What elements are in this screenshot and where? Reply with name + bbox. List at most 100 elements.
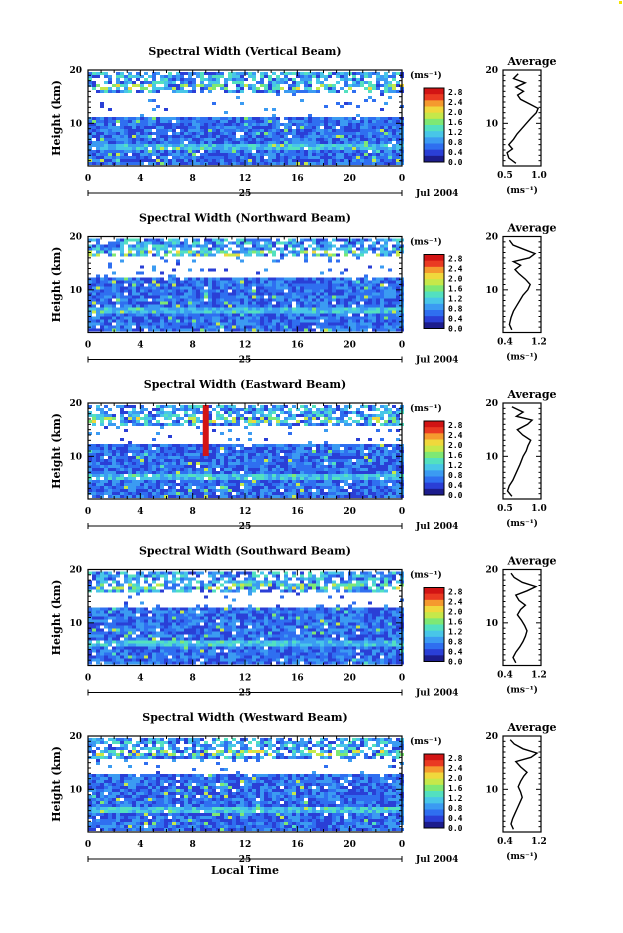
heatmap-cell <box>240 468 244 471</box>
heatmap-cell <box>184 123 188 126</box>
heatmap-cell <box>148 420 152 423</box>
heatmap-cell <box>352 420 356 423</box>
heatmap-cell <box>196 299 200 302</box>
heatmap-cell <box>164 123 168 126</box>
heatmap-cell <box>356 257 360 260</box>
heatmap-cell <box>184 293 188 296</box>
heatmap-cell <box>208 123 212 126</box>
heatmap-cell <box>128 129 132 132</box>
heatmap-cell <box>120 299 124 302</box>
heatmap-cell <box>156 117 160 120</box>
heatmap-cell <box>212 129 216 132</box>
heatmap-cell <box>140 81 144 84</box>
heatmap-cell <box>124 81 128 84</box>
heatmap-cell <box>308 117 312 120</box>
heatmap-cell <box>144 314 148 317</box>
heatmap-cell <box>352 117 356 120</box>
heatmap-cell <box>328 287 332 290</box>
heatmap-cell <box>96 296 100 299</box>
heatmap-cell <box>152 90 156 93</box>
heatmap-cell <box>392 420 396 423</box>
heatmap-cell <box>344 239 348 242</box>
heatmap-cell <box>312 459 316 462</box>
heatmap-cell <box>140 141 144 144</box>
heatmap-cell <box>236 302 240 305</box>
heatmap-cell <box>264 269 268 272</box>
heatmap-cell <box>148 471 152 474</box>
heatmap-cell <box>200 153 204 156</box>
heatmap-cell <box>388 326 392 329</box>
heatmap-cell <box>164 284 168 287</box>
heatmap-cell <box>280 411 284 414</box>
heatmap-cell <box>344 102 348 105</box>
colorbar-tick-label: 1.2 <box>448 128 463 137</box>
heatmap-cell <box>308 323 312 326</box>
heatmap-cell <box>392 423 396 426</box>
heatmap-cell <box>212 102 216 105</box>
heatmap-cell <box>272 453 276 456</box>
heatmap-cell <box>272 305 276 308</box>
heatmap-cell <box>152 108 156 111</box>
heatmap-cell <box>140 453 144 456</box>
heatmap-cell <box>124 153 128 156</box>
heatmap-cell <box>276 326 280 329</box>
heatmap-cell <box>216 308 220 311</box>
heatmap-cell <box>316 305 320 308</box>
heatmap-cell <box>132 156 136 159</box>
heatmap-cell <box>320 296 324 299</box>
heatmap-cell <box>376 254 380 257</box>
heatmap-cell <box>136 117 140 120</box>
colorbar-unit: (ms⁻¹) <box>410 70 442 81</box>
heatmap-cell <box>264 462 268 465</box>
heatmap-cell <box>212 162 216 165</box>
heatmap-cell <box>256 450 260 453</box>
heatmap-cell <box>220 408 224 411</box>
heatmap-cell <box>172 411 176 414</box>
heatmap-cell <box>112 132 116 135</box>
heatmap-cell <box>384 453 388 456</box>
heatmap-cell <box>176 447 180 450</box>
heatmap-cell <box>224 296 228 299</box>
heatmap-cell <box>212 153 216 156</box>
heatmap-cell <box>160 423 164 426</box>
heatmap-cell <box>340 138 344 141</box>
heatmap-cell <box>268 150 272 153</box>
heatmap-cell <box>324 105 328 108</box>
heatmap-cell <box>392 317 396 320</box>
heatmap-cell <box>324 147 328 150</box>
heatmap-cell <box>376 123 380 126</box>
heatmap-cell <box>256 417 260 420</box>
heatmap-cell <box>108 311 112 314</box>
heatmap-cell <box>172 254 176 257</box>
heatmap-cell <box>160 290 164 293</box>
heatmap-cell <box>356 141 360 144</box>
heatmap-cell <box>340 302 344 305</box>
heatmap-cell <box>356 281 360 284</box>
heatmap-cell <box>160 456 164 459</box>
heatmap-cell <box>320 254 324 257</box>
heatmap-cell <box>352 141 356 144</box>
heatmap-cell <box>180 450 184 453</box>
heatmap-cell <box>328 281 332 284</box>
heatmap-cell <box>360 278 364 281</box>
heatmap-cell <box>212 320 216 323</box>
heatmap-cell <box>172 129 176 132</box>
heatmap-cell <box>208 150 212 153</box>
heatmap-cell <box>216 299 220 302</box>
heatmap-cell <box>296 242 300 245</box>
heatmap-cell <box>288 120 292 123</box>
heatmap-cell <box>136 450 140 453</box>
heatmap-cell <box>136 296 140 299</box>
heatmap-cell <box>380 314 384 317</box>
heatmap-cell <box>236 281 240 284</box>
heatmap-cell <box>236 156 240 159</box>
heatmap-cell <box>256 311 260 314</box>
heatmap-cell <box>288 153 292 156</box>
heatmap-cell <box>376 132 380 135</box>
heatmap-cell <box>92 296 96 299</box>
heatmap-cell <box>136 411 140 414</box>
heatmap-cell <box>220 432 224 435</box>
heatmap-cell <box>144 450 148 453</box>
heatmap-cell <box>148 90 152 93</box>
heatmap-cell <box>260 317 264 320</box>
